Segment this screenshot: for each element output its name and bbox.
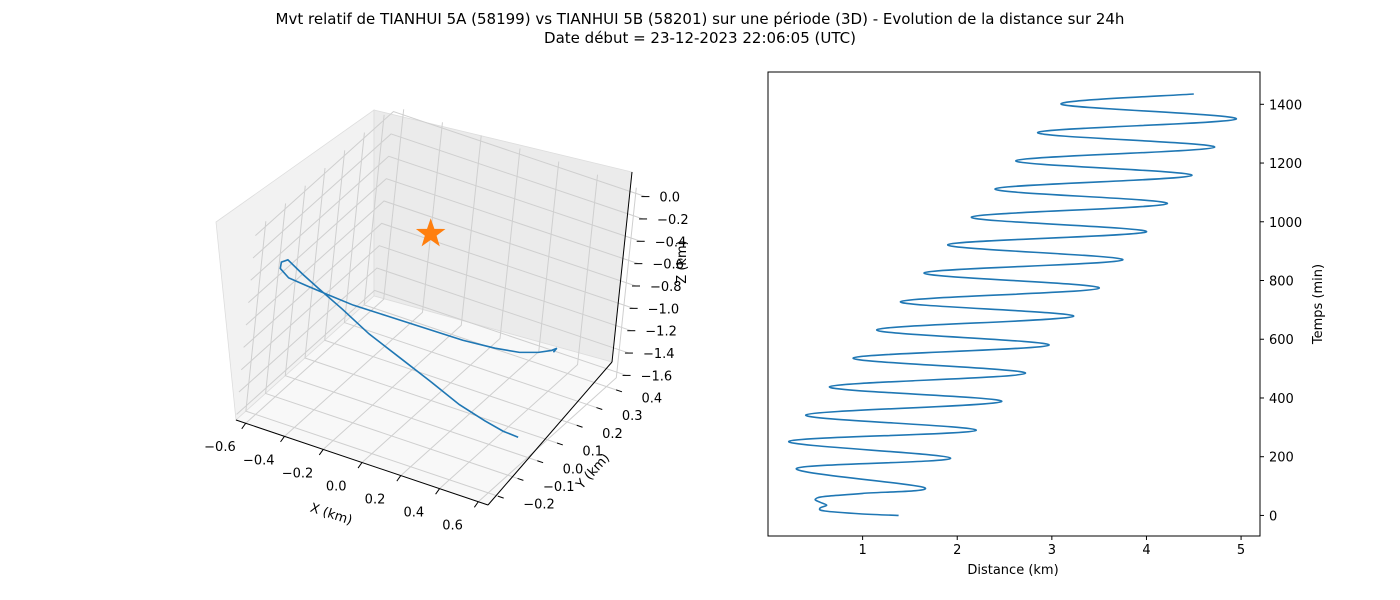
grid-line-z (240, 245, 632, 371)
x-tick-mark-3d (280, 436, 285, 443)
x-tick-mark-3d (357, 462, 363, 469)
origin-star-marker (415, 218, 446, 247)
y-tick-label-3d: 0.0 (563, 462, 584, 477)
z-tick-label-3d: −0.8 (650, 280, 682, 295)
chart-title: Mvt relatif de TIANHUI 5A (58199) vs TIA… (275, 10, 1125, 28)
x-tick-label: 3 (1048, 543, 1056, 558)
y-tick-mark-3d (615, 389, 623, 393)
y-tick-label-3d: −0.1 (543, 480, 575, 495)
grid-line-z (245, 200, 637, 326)
grid-line-x (284, 122, 443, 437)
y-axis-line (487, 361, 613, 506)
x-tick-label-3d: −0.6 (204, 440, 236, 455)
grid-line-x (245, 109, 405, 424)
y-tick-label: 200 (1269, 451, 1294, 466)
grid-line-x (361, 148, 521, 463)
y-tick-mark-3d (596, 407, 603, 411)
y-tick-label-3d: 0.3 (622, 409, 643, 424)
y-tick-label: 1400 (1269, 98, 1302, 113)
y-tick-mark-3d (497, 495, 504, 499)
y-tick-mark-3d (537, 460, 544, 464)
grid-line-z (255, 111, 646, 236)
z-tick-label-3d: −1.0 (648, 302, 680, 317)
z-tick-label-3d: −0.6 (652, 258, 684, 273)
y-tick-label-3d: 0.2 (602, 427, 623, 442)
chart-subtitle: Date début = 23-12-2023 22:06:05 (UTC) (544, 29, 856, 47)
x-tick-mark-3d (473, 501, 479, 508)
grid-line-y (284, 185, 538, 462)
grid-line-y (245, 221, 499, 497)
x-tick-label: 2 (953, 543, 961, 558)
z-tick-label-3d: −1.2 (645, 325, 677, 340)
y-tick-label: 800 (1269, 275, 1294, 290)
grid-line-z (250, 155, 641, 281)
grid-line-y (363, 114, 617, 391)
y-tick-label-3d: 0.4 (642, 391, 663, 406)
x-tick-label-3d: −0.4 (243, 453, 275, 468)
grid-line-z (236, 289, 627, 415)
grid-line-z (252, 133, 644, 259)
y-tick-label: 600 (1269, 333, 1294, 348)
y-tick-label: 1200 (1269, 157, 1302, 172)
x-tick-label-3d: 0.6 (442, 519, 463, 534)
grid-line-y (265, 203, 518, 479)
z-tick-label-3d: −0.2 (657, 213, 689, 228)
z-tick-label-3d: 0.0 (659, 191, 680, 206)
x-tick-label: 5 (1237, 543, 1245, 558)
y-tick-label: 0 (1269, 509, 1277, 524)
x-tick-mark-3d (241, 422, 247, 430)
x-axis-label: Distance (km) (967, 563, 1058, 578)
y-tick-label: 1000 (1269, 216, 1302, 231)
x-tick-mark-3d (318, 449, 324, 456)
z-axis-label-3d: Z (km) (675, 240, 690, 283)
grid-line-z (243, 222, 634, 348)
grid-line-z (238, 267, 630, 393)
z-tick-label-3d: −1.6 (641, 369, 673, 384)
y-axis-label: Temps (min) (1311, 264, 1326, 345)
z-tick-label-3d: −0.4 (655, 235, 687, 250)
x-tick-label-3d: 0.0 (326, 479, 347, 494)
y-tick-mark-3d (576, 424, 583, 428)
plot-frame (767, 71, 1261, 537)
grid-line-x (322, 135, 482, 450)
x-tick-mark-3d (435, 488, 440, 495)
y-tick-mark-3d (556, 442, 563, 446)
x-tick-label-3d: −0.2 (282, 466, 314, 481)
grid-line-y (343, 132, 597, 409)
y-tick-label-3d: −0.2 (523, 498, 555, 513)
trajectory-line-3d (279, 258, 558, 438)
z-axis-line (611, 171, 633, 363)
x-tick-label-3d: 0.4 (403, 506, 424, 521)
x-tick-label: 4 (1142, 543, 1150, 558)
y-tick-label: 400 (1269, 392, 1294, 407)
x-tick-label: 1 (858, 543, 866, 558)
x-axis-label-3d: X (km) (308, 501, 354, 529)
grid-line-y (304, 167, 558, 444)
grid-line-x (477, 187, 637, 503)
z-tick-label-3d: −1.4 (643, 347, 675, 362)
x-tick-mark-3d (396, 475, 402, 482)
x-tick-label-3d: 0.2 (365, 493, 386, 508)
distance-series-line (787, 93, 1238, 517)
grid-line-y (324, 150, 577, 426)
y-tick-mark-3d (517, 477, 524, 481)
grid-line-x (439, 174, 599, 490)
y-tick-label-3d: 0.1 (582, 445, 603, 460)
grid-line-z (248, 178, 639, 304)
grid-3d (236, 109, 646, 503)
